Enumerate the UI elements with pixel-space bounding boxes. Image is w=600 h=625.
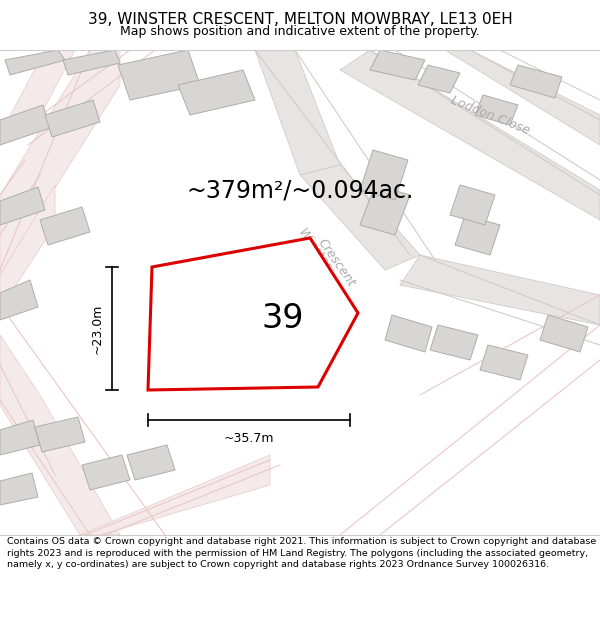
Text: Crescent: Crescent	[315, 236, 358, 289]
Polygon shape	[300, 165, 420, 270]
Polygon shape	[148, 238, 358, 390]
Polygon shape	[400, 255, 600, 325]
Polygon shape	[430, 325, 478, 360]
Polygon shape	[127, 445, 175, 480]
Text: Map shows position and indicative extent of the property.: Map shows position and indicative extent…	[120, 24, 480, 38]
Polygon shape	[445, 50, 600, 145]
Polygon shape	[510, 65, 562, 98]
Polygon shape	[35, 417, 85, 452]
Polygon shape	[370, 50, 425, 80]
Polygon shape	[0, 280, 38, 320]
Text: Loddon Close: Loddon Close	[449, 93, 532, 137]
Polygon shape	[178, 70, 255, 115]
Polygon shape	[0, 473, 38, 505]
Polygon shape	[0, 105, 50, 145]
Polygon shape	[5, 50, 65, 75]
Text: ~379m²/~0.094ac.: ~379m²/~0.094ac.	[187, 178, 413, 202]
Polygon shape	[450, 185, 495, 225]
Text: ~35.7m: ~35.7m	[224, 432, 274, 445]
Polygon shape	[255, 50, 340, 175]
Polygon shape	[480, 345, 528, 380]
Polygon shape	[0, 50, 120, 275]
Polygon shape	[0, 335, 120, 535]
Polygon shape	[0, 185, 55, 310]
Polygon shape	[0, 187, 45, 225]
Polygon shape	[418, 65, 460, 93]
Polygon shape	[45, 100, 100, 137]
Text: ~23.0m: ~23.0m	[91, 303, 104, 354]
Text: 39, WINSTER CRESCENT, MELTON MOWBRAY, LE13 0EH: 39, WINSTER CRESCENT, MELTON MOWBRAY, LE…	[88, 12, 512, 28]
Polygon shape	[40, 207, 90, 245]
Polygon shape	[360, 150, 408, 200]
Text: Contains OS data © Crown copyright and database right 2021. This information is : Contains OS data © Crown copyright and d…	[7, 537, 596, 569]
Polygon shape	[540, 315, 588, 352]
Polygon shape	[340, 50, 600, 220]
Polygon shape	[385, 315, 432, 352]
Polygon shape	[455, 215, 500, 255]
Text: 39: 39	[261, 302, 304, 336]
Polygon shape	[82, 455, 130, 490]
Polygon shape	[118, 50, 200, 100]
Polygon shape	[360, 185, 410, 235]
Polygon shape	[475, 95, 518, 125]
Polygon shape	[80, 455, 270, 535]
Text: Winster: Winster	[295, 227, 333, 273]
Polygon shape	[63, 50, 120, 75]
Polygon shape	[0, 50, 75, 135]
Polygon shape	[0, 420, 40, 455]
